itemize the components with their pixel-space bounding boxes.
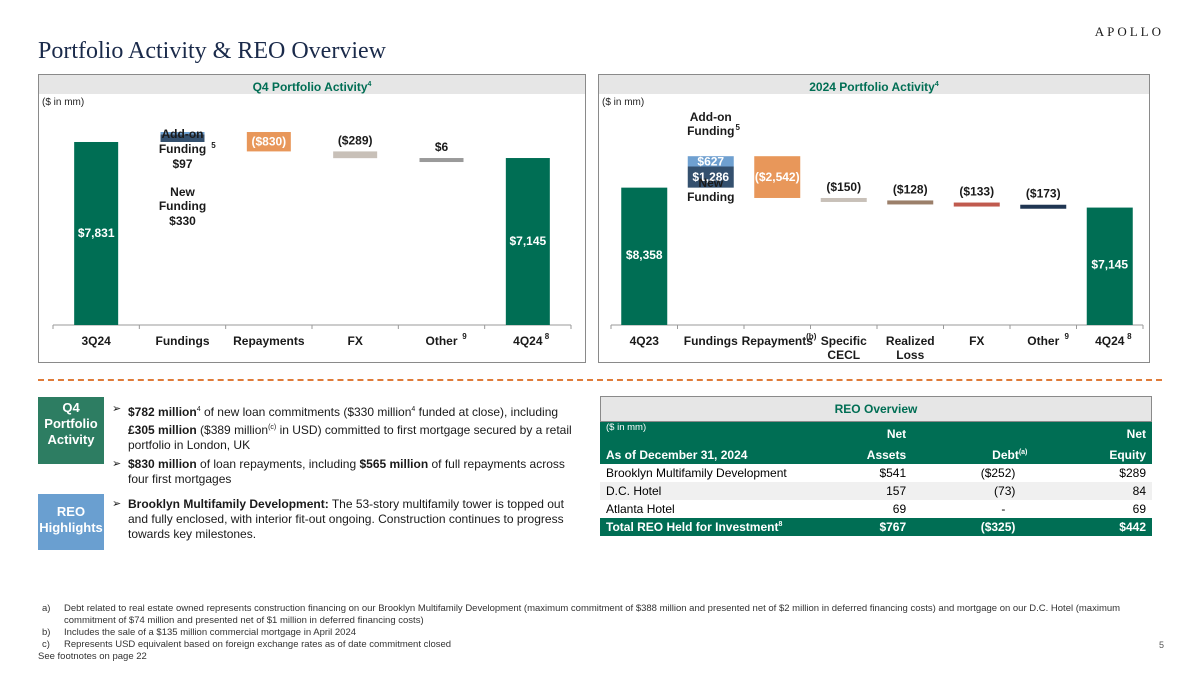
reo-unit: ($ in mm): [600, 422, 840, 446]
addon-funding-label: Funding: [687, 124, 734, 138]
new-funding-label: Funding: [687, 190, 734, 204]
addon-funding-sup: 5: [211, 141, 216, 150]
x-tick-label: 4Q24: [513, 334, 543, 348]
footnote-c: c) Represents USD equivalent based on for…: [42, 639, 452, 650]
bar-repayments: [754, 156, 801, 198]
bar-other: [1020, 204, 1067, 209]
bar-4q24: [1086, 207, 1133, 325]
brand-logo: APOLLO: [1094, 24, 1164, 39]
bar-new-funding: [160, 134, 205, 142]
x-tick-label: FX: [347, 334, 362, 348]
reo-title: REO Overview: [600, 396, 1152, 422]
reo-overview-table: REO Overview ($ in mm) Net Net As of Dec…: [600, 396, 1152, 536]
x-tick-sup: 8: [545, 332, 550, 341]
x-tick-label: CECL: [827, 348, 860, 362]
bar-fx: [953, 202, 1000, 207]
data-label: ($128): [893, 182, 928, 196]
data-label: ($173): [1026, 187, 1061, 201]
y24-chart-panel: 2024 Portfolio Activity4 ($ in mm) $8,35…: [598, 74, 1150, 363]
footnote-b: b) Includes the sale of a $135 million co…: [42, 627, 357, 638]
data-label: $7,145: [1091, 258, 1128, 272]
reo-header: As of December 31, 2024 Assets Debt(a) E…: [600, 446, 1152, 464]
q4-bullets: $782 million4 of new loan commitments ($…: [112, 402, 582, 491]
x-tick-label: FX: [969, 334, 984, 348]
table-row: Brooklyn Multifamily Development $541 ($25…: [606, 466, 1146, 480]
data-label: ($830): [251, 135, 286, 149]
q4-bullet-2: $830 million of loan repayments, includi…: [112, 457, 582, 487]
data-label: ($150): [826, 180, 861, 194]
section-divider: [38, 379, 1162, 381]
reo-header-top: ($ in mm) Net Net: [600, 422, 1152, 446]
data-label: $6: [435, 140, 449, 154]
data-label: $7,145: [509, 234, 546, 248]
y24-chart-title: 2024 Portfolio Activity4: [599, 75, 1149, 94]
addon-funding-label: Add-on: [690, 110, 732, 124]
x-tick-label: 3Q24: [81, 334, 111, 348]
new-value-label: $1,286: [692, 170, 729, 184]
reo-highlights-label: REO Highlights: [38, 494, 104, 550]
x-tick-label: 4Q24: [1095, 334, 1125, 348]
bar-4q23: [621, 187, 668, 325]
data-label: $7,831: [78, 226, 115, 240]
new-funding-label: New: [170, 185, 195, 199]
reo-bullets: Brooklyn Multifamily Development: The 53…: [112, 497, 572, 546]
q4-chart-panel: Q4 Portfolio Activity4 ($ in mm) $7,831 A…: [38, 74, 586, 363]
q4-chart-title: Q4 Portfolio Activity4: [39, 75, 585, 94]
page-title: Portfolio Activity & REO Overview: [38, 38, 386, 64]
x-tick-label: Loss: [896, 348, 924, 362]
page-number: 5: [1158, 640, 1164, 650]
q4-bullet-1: $782 million4 of new loan commitments ($…: [112, 402, 582, 453]
reo-bullet-1: Brooklyn Multifamily Development: The 53…: [112, 497, 572, 542]
x-tick-label: Other: [425, 334, 457, 348]
x-tick-sup: 8: [1127, 332, 1132, 341]
data-label: $8,358: [626, 248, 663, 262]
x-tick-label: Specific: [821, 334, 867, 348]
bar-fx: [333, 151, 378, 159]
new-funding-label: $330: [169, 214, 196, 228]
table-row: D.C. Hotel 157 (73) 84: [600, 482, 1152, 500]
data-label: ($133): [959, 185, 994, 199]
bar-add-on-funding: [160, 132, 205, 135]
y24-unit-label: ($ in mm): [602, 97, 645, 108]
x-tick-label: Repayments: [233, 334, 305, 348]
data-label: ($289): [338, 133, 373, 147]
footnotes: a) Debt related to real estate owned repr…: [38, 603, 1164, 663]
x-tick-label: 4Q23: [630, 334, 660, 348]
x-tick-label: Fundings: [156, 334, 210, 348]
repayments-sup: (b): [806, 332, 817, 341]
reo-total-row: Total REO Held for Investment8 $767 ($325)…: [600, 518, 1152, 536]
addon-funding-sup: 5: [736, 123, 741, 132]
footnote-see: See footnotes on page 22: [38, 651, 147, 662]
x-tick-label: Repayments: [742, 334, 814, 348]
addon-value-label: $627: [697, 154, 724, 168]
x-tick-sup: 9: [462, 332, 467, 341]
bar-repayments: [246, 132, 291, 152]
x-tick-label: Realized: [886, 334, 935, 348]
bar-new-funding: [687, 166, 734, 188]
x-tick-label: Fundings: [684, 334, 738, 348]
x-tick-label: Other: [1027, 334, 1059, 348]
table-row: Atlanta Hotel 69-69: [606, 502, 1146, 516]
q4-activity-label: Q4 Portfolio Activity: [38, 397, 104, 464]
q4-unit-label: ($ in mm): [42, 97, 85, 108]
bar-realized-loss: [887, 200, 934, 205]
x-tick-sup: 9: [1065, 332, 1070, 341]
footnote-a: a) Debt related to real estate owned repr…: [42, 603, 1121, 626]
bar-4q24: [505, 158, 550, 325]
addon-funding-label: Funding: [159, 142, 206, 156]
bar-3q24: [74, 141, 119, 325]
data-label: ($2,542): [755, 170, 800, 184]
new-funding-label: Funding: [159, 199, 206, 213]
bar-specific-cecl: [820, 197, 867, 202]
bar-add-on-funding: [687, 156, 734, 167]
new-funding-label: New: [698, 176, 723, 190]
addon-funding-label: Add-on: [162, 127, 204, 141]
addon-funding-label: $97: [172, 157, 192, 171]
bar-other: [419, 158, 464, 163]
